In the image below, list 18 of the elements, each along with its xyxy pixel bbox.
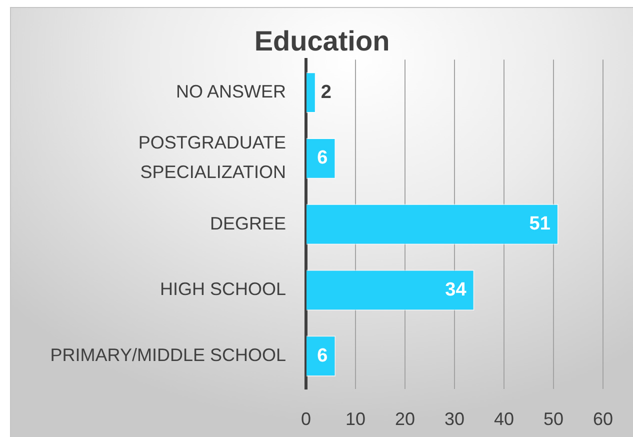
x-tick-label: 40 (494, 408, 514, 429)
x-tick-label: 60 (592, 408, 614, 429)
x-tick-label: 30 (444, 408, 465, 429)
y-tick-label: NO ANSWER (176, 82, 286, 102)
y-tick-label: POSTGRADUATE SPECIALIZATION (138, 132, 286, 182)
data-label: 6 (317, 148, 328, 169)
y-tick-label: PRIMARY/MIDDLE SCHOOL (50, 345, 286, 366)
data-label: 6 (317, 345, 328, 366)
x-tick-label: 50 (543, 408, 564, 429)
chart-title: Education (254, 26, 390, 57)
x-tick-label: 0 (300, 408, 312, 429)
y-tick-label: DEGREE (210, 213, 286, 234)
x-tick-label: 20 (394, 408, 416, 429)
data-label: 34 (445, 279, 467, 300)
data-label: 51 (529, 214, 551, 235)
x-tick-label: 10 (345, 408, 366, 429)
data-label: 2 (320, 82, 332, 103)
y-tick-label: HIGH SCHOOL (160, 279, 286, 300)
